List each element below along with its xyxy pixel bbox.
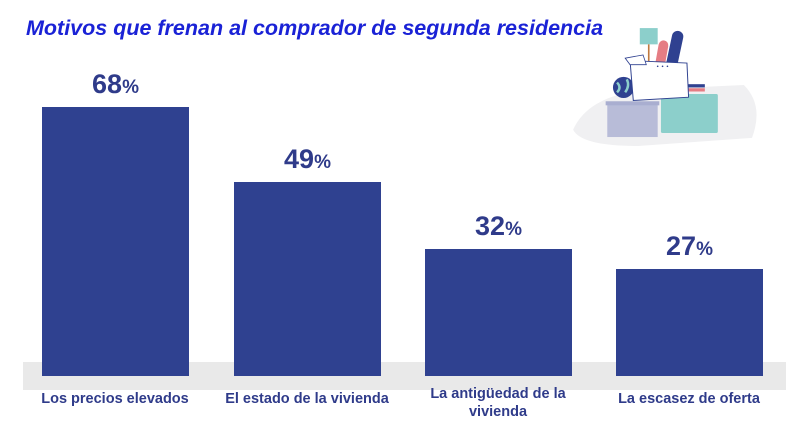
data-label-unit: % <box>314 152 331 173</box>
bar-3 <box>425 249 572 376</box>
data-label-value: 32 <box>475 211 506 241</box>
data-label-unit: % <box>505 219 522 240</box>
bar-4 <box>616 269 763 376</box>
data-label-value: 49 <box>284 144 315 174</box>
data-label: 27% <box>616 231 763 262</box>
category-label: El estado de la vivienda <box>225 391 389 407</box>
moving-boxes-illustration <box>573 28 757 146</box>
data-label-unit: % <box>696 239 713 260</box>
category-label: Los precios elevados <box>41 391 189 407</box>
bar-1 <box>42 107 189 376</box>
chart-title: Motivos que frenan al comprador de segun… <box>26 16 604 40</box>
data-label-unit: % <box>122 77 139 98</box>
category-label: La antigüedad de la vivienda <box>430 386 566 420</box>
category-label: La escasez de oferta <box>618 391 760 407</box>
data-label-value: 68 <box>92 69 123 99</box>
data-label: 32% <box>425 211 572 242</box>
data-label-value: 27 <box>666 231 697 261</box>
data-label: 49% <box>234 144 381 175</box>
bar-2 <box>234 182 381 376</box>
data-label: 68% <box>42 69 189 100</box>
